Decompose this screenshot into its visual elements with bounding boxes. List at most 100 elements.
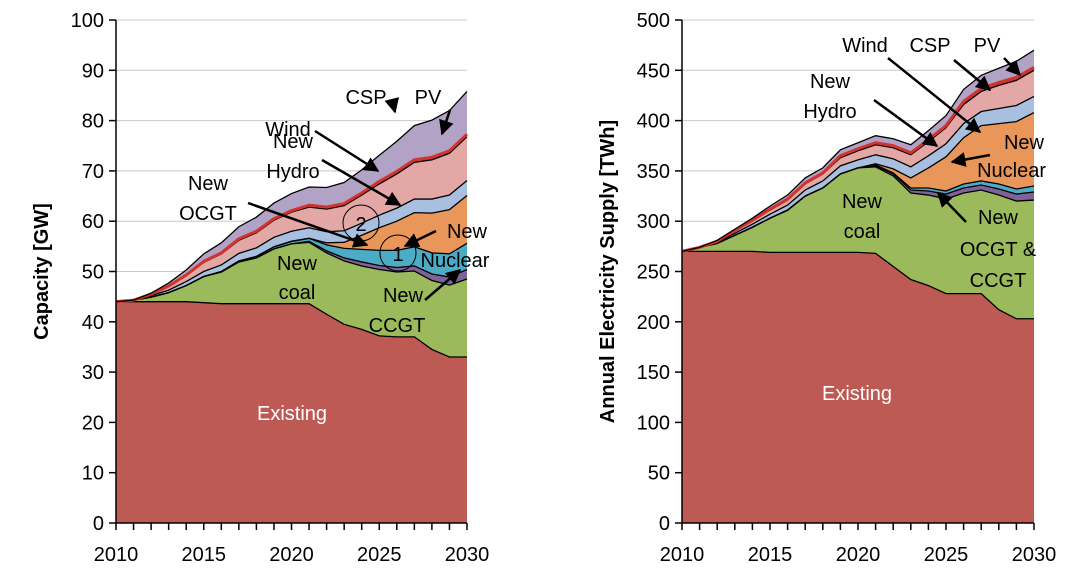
label-wind: Wind (842, 35, 888, 57)
y-tick-label: 20 (82, 412, 104, 434)
label-pv: PV (415, 87, 442, 109)
y-tick-label: 200 (637, 312, 670, 334)
annotation-arrow (403, 229, 437, 248)
y-tick-label: 100 (637, 412, 670, 434)
x-tick-label: 2030 (445, 544, 490, 566)
label-new-nuclear: New (447, 221, 488, 243)
x-tick-label: 2020 (269, 544, 314, 566)
x-tick-label: 2020 (836, 544, 881, 566)
marker-label-2: 2 (355, 214, 366, 236)
label-new-nuclear: Nuclear (977, 160, 1046, 182)
x-tick-label: 2010 (94, 544, 139, 566)
label-new-ocgt-ccgt: New (978, 207, 1019, 229)
label-new-hydro: New (810, 71, 851, 93)
annotation-arrow (384, 97, 400, 114)
marker-circle-1 (379, 234, 417, 272)
area-series (116, 91, 467, 302)
marker-circle-2 (342, 204, 380, 242)
y-tick-label: 450 (637, 60, 670, 82)
label-new-nuclear: New (1004, 132, 1045, 154)
label-new-ocgt-ccgt: CCGT (970, 270, 1027, 292)
label-new-coal: coal (844, 221, 881, 243)
label-new-coal: New (277, 253, 318, 275)
y-tick-label: 300 (637, 211, 670, 233)
label-new-hydro: New (273, 131, 314, 153)
area-series (682, 96, 1034, 252)
x-tick-label: 2015 (182, 544, 227, 566)
label-new-ccgt: CCGT (369, 315, 426, 337)
label-new-ccgt: New (383, 285, 424, 307)
y-tick-label: 80 (82, 111, 104, 133)
y-tick-label: 40 (82, 312, 104, 334)
area-series (682, 70, 1034, 252)
area-series (682, 50, 1034, 252)
y-tick-label: 60 (82, 211, 104, 233)
annotation-arrow (247, 201, 369, 248)
series-line (115, 179, 468, 303)
series-line (115, 90, 468, 303)
label-csp: CSP (345, 87, 386, 109)
label-pv: PV (974, 35, 1001, 57)
y-tick-label: 400 (637, 111, 670, 133)
annotation-arrow (950, 152, 991, 167)
y-tick-label: 0 (659, 513, 670, 535)
area-series (682, 112, 1034, 252)
annotation-arrow (424, 269, 462, 301)
x-tick-label: 2030 (1012, 544, 1057, 566)
annotation-arrow (936, 191, 967, 223)
x-tick-label: 2025 (924, 544, 969, 566)
y-tick-label: 30 (82, 362, 104, 384)
label-new-ocgt: New (188, 173, 229, 195)
label-new-coal: coal (279, 282, 316, 304)
y-tick-label: 50 (648, 463, 670, 485)
label-new-hydro: Hydro (266, 161, 319, 183)
series-line (115, 133, 469, 304)
annotation-arrow (1003, 57, 1022, 77)
label-new-hydro: Hydro (803, 101, 856, 123)
y-tick-label: 90 (82, 60, 104, 82)
label-new-coal: New (842, 191, 883, 213)
area-series (682, 251, 1034, 523)
area-series (116, 301, 467, 523)
area-series (116, 195, 467, 302)
marker-label-1: 1 (392, 244, 403, 266)
series-line (115, 195, 468, 303)
y-axis-title: Capacity [GW] (31, 203, 53, 340)
y-tick-label: 10 (82, 463, 104, 485)
annotation-arrow (439, 109, 454, 136)
y-axis-title: Annual Electricity Supply [TWh] (597, 120, 619, 423)
area-series (116, 238, 467, 302)
y-tick-label: 100 (71, 10, 104, 32)
x-tick-label: 2010 (660, 544, 705, 566)
label-existing: Existing (822, 383, 892, 405)
annotation-arrow (953, 59, 992, 91)
label-new-ocgt: OCGT (179, 203, 237, 225)
label-existing: Existing (257, 403, 327, 425)
y-tick-label: 150 (637, 362, 670, 384)
y-tick-label: 70 (82, 161, 104, 183)
annotation-arrow (873, 98, 939, 148)
y-tick-label: 500 (637, 10, 670, 32)
series-line (681, 95, 1035, 253)
annotation-arrow (321, 158, 402, 207)
y-tick-label: 250 (637, 262, 670, 284)
y-tick-label: 0 (93, 513, 104, 535)
series-line (116, 301, 467, 358)
chart-panel-2: 0 50 100 150 200 250 300 350 400 450 500 2010 2015 20… (597, 10, 1056, 566)
x-tick-label: 2015 (748, 544, 793, 566)
series-line (681, 65, 1035, 253)
series-line (682, 250, 1034, 320)
y-tick-label: 50 (82, 262, 104, 284)
label-new-ocgt-ccgt: OCGT & (960, 239, 1037, 261)
label-wind: Wind (265, 119, 311, 141)
label-new-nuclear: Nuclear (421, 250, 490, 272)
annotation-arrow (887, 57, 982, 133)
area-series (116, 242, 467, 358)
y-tick-label: 350 (637, 161, 670, 183)
x-tick-label: 2025 (357, 544, 402, 566)
label-csp: CSP (909, 35, 950, 57)
annotation-arrow (314, 129, 380, 173)
